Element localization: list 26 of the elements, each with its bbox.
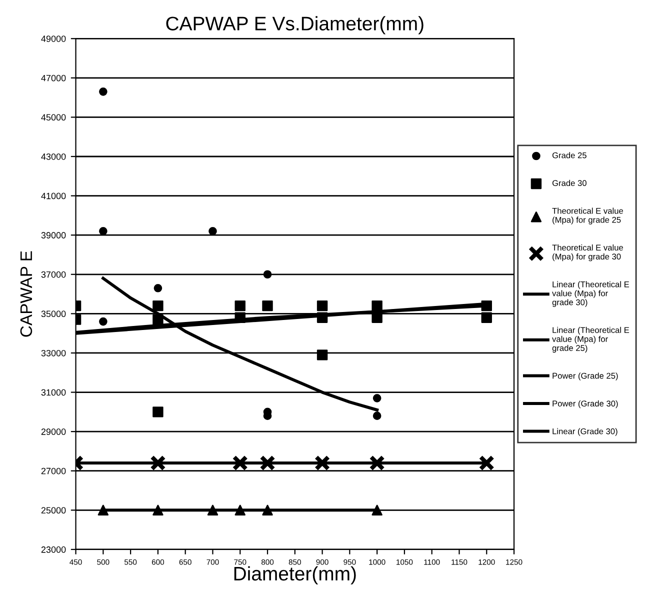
legend-label: Power (Grade 25) <box>552 372 618 380</box>
y-tick-label: 47000 <box>41 74 66 82</box>
y-tick-label: 43000 <box>41 153 66 160</box>
legend-label: Grade 30 <box>552 180 586 186</box>
legend-label: Grade 25 <box>552 152 586 158</box>
y-tick-label: 29000 <box>41 428 66 435</box>
y-tick-label: 37000 <box>41 271 66 278</box>
y-tick-label: 33000 <box>41 350 66 356</box>
y-tick-label: 31000 <box>41 389 66 396</box>
y-tick-label: 27000 <box>41 468 66 474</box>
y-tick-label: 41000 <box>41 192 66 200</box>
y-tick-label: 25000 <box>41 507 66 514</box>
legend-label: Power (Grade 30) <box>552 400 618 408</box>
y-tick-label: 39000 <box>41 232 66 238</box>
legend-label: Theoretical E value (Mpa) for grade 30 <box>552 244 624 262</box>
y-tick-label: 23000 <box>41 546 66 553</box>
y-tick-label: 45000 <box>41 114 66 121</box>
legend-label: Linear (Theoretical E value (Mpa) for grade 25) <box>552 326 630 353</box>
legend-label: Linear (Grade 30) <box>552 428 618 436</box>
legend-label: Linear (Theoretical E value (Mpa) for grade 30) <box>552 281 630 307</box>
y-axis-title: CAPWAP E <box>20 251 32 337</box>
y-tick-label: 35000 <box>41 310 66 318</box>
chart-title: CAPWAP E Vs.Diameter(mm) <box>166 16 424 34</box>
x-axis-title: Diameter(mm) <box>234 566 356 584</box>
legend-label: Theoretical E value (Mpa) for grade 25 <box>552 208 624 224</box>
y-tick-label: 49000 <box>41 36 66 42</box>
